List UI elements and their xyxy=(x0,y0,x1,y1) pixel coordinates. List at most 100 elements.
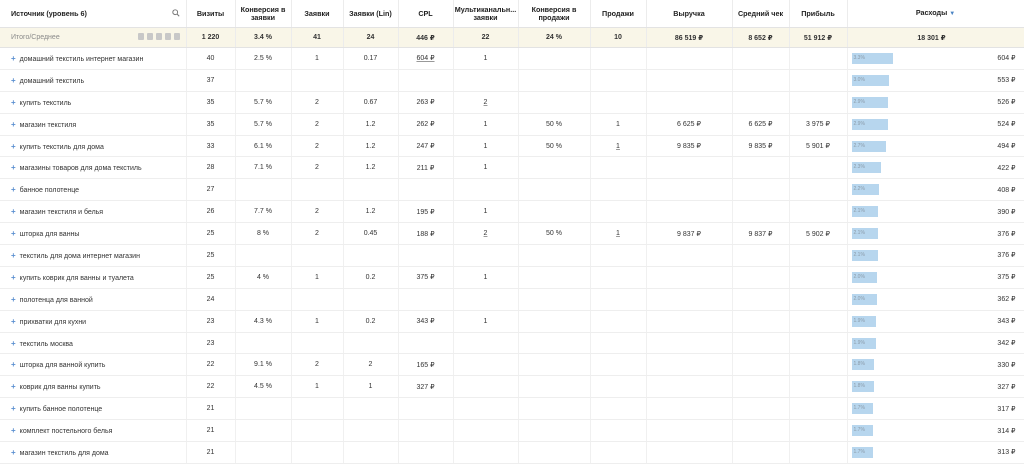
source-cell[interactable]: + купить текстиль xyxy=(0,91,187,114)
column-header-conv-req[interactable]: Конверсия в заявки xyxy=(235,0,292,28)
source-cell[interactable]: + купить банное полотенце xyxy=(0,397,187,421)
table-row[interactable]: + купить банное полотенце 21 1.7% 317 ₽ xyxy=(0,397,1024,421)
column-header-revenue[interactable]: Выручка xyxy=(646,0,733,28)
table-row[interactable]: + текстиль для дома интернет магазин 25 2.1… xyxy=(0,244,1024,267)
table-row[interactable]: + купить текстиль 35 5.7 % 2 0.67 263 ₽ 2 2.9% 52… xyxy=(0,91,1024,114)
source-name: полотенца для ванной xyxy=(19,296,93,304)
table-row[interactable]: + банное полотенце 27 2.2% 408 ₽ xyxy=(0,178,1024,202)
expand-plus-icon[interactable]: + xyxy=(11,229,16,239)
expand-plus-icon[interactable]: + xyxy=(11,426,16,436)
phone-icon[interactable] xyxy=(164,33,171,40)
columns-icon[interactable] xyxy=(173,33,180,40)
table-row[interactable]: + магазин текстиля 35 5.7 % 2 1.2 262 ₽ 1 50 % 1 6… xyxy=(0,113,1024,136)
column-header-profit[interactable]: Прибыль xyxy=(789,0,848,28)
source-cell[interactable]: + комплект постельного белья xyxy=(0,419,187,443)
spend-share-label: 2.0% xyxy=(853,273,865,280)
expand-plus-icon[interactable]: + xyxy=(11,338,16,348)
source-cell[interactable]: + текстиль москва xyxy=(0,332,187,355)
expand-plus-icon[interactable]: + xyxy=(11,316,16,326)
cell-requests xyxy=(291,441,344,464)
search-icon[interactable] xyxy=(171,9,180,17)
expand-plus-icon[interactable]: + xyxy=(11,294,16,304)
expand-plus-icon[interactable]: + xyxy=(11,447,16,457)
expand-plus-icon[interactable]: + xyxy=(11,250,16,260)
expand-plus-icon[interactable]: + xyxy=(11,185,16,195)
cell-sales xyxy=(590,419,647,443)
table-row[interactable]: + текстиль москва 23 1.9% 342 ₽ xyxy=(0,332,1024,355)
table-row[interactable]: + купить коврик для ванны и туалета 25 4 % 1… xyxy=(0,266,1024,289)
column-header-avg-check[interactable]: Средний чек xyxy=(732,0,790,28)
cell-conv-req: 7.1 % xyxy=(235,156,292,180)
source-cell[interactable]: + магазин текстиля и белья xyxy=(0,200,187,224)
cell-conv-sales xyxy=(518,332,591,355)
cell-conv-sales: 50 % xyxy=(518,222,591,246)
spend-share-bar xyxy=(851,184,879,196)
table-row[interactable]: + шторка для ванной купить 22 9.1 % 2 2 165 ₽1… xyxy=(0,353,1024,377)
table-row[interactable]: + купить текстиль для дома 33 6.1 % 2 1.2 247 … xyxy=(0,135,1024,158)
table-row[interactable]: + полотенца для ванной 24 2.0% 362 ₽ xyxy=(0,288,1024,311)
total-sales: 10 xyxy=(590,27,647,48)
source-cell[interactable]: + домашний текстиль xyxy=(0,69,187,92)
source-cell[interactable]: + магазины товаров для дома текстиль xyxy=(0,156,187,180)
expand-plus-icon[interactable]: + xyxy=(11,75,16,85)
column-header-sales[interactable]: Продажи xyxy=(590,0,647,28)
source-cell[interactable]: + шторка для ванны xyxy=(0,222,187,246)
spend-value: 524 ₽ xyxy=(997,121,1016,129)
cell-multichannel xyxy=(453,353,519,377)
table-row[interactable]: + домашний текстиль интернет магазин 40 2.5… xyxy=(0,47,1024,70)
cell-value: 5 901 ₽ xyxy=(806,143,830,150)
table-row[interactable]: + магазины товаров для дома текстиль 28 7.1… xyxy=(0,156,1024,180)
expand-plus-icon[interactable]: + xyxy=(11,207,16,217)
cell-cpl: 188 ₽ xyxy=(398,222,454,246)
spend-share-label: 3.0% xyxy=(853,76,865,83)
expand-plus-icon[interactable]: + xyxy=(11,404,16,414)
source-cell[interactable]: + магазин текстиля xyxy=(0,113,187,136)
table-row[interactable]: + домашний текстиль 37 3.0% 553 ₽ xyxy=(0,69,1024,92)
source-cell[interactable]: + полотенца для ванной xyxy=(0,288,187,311)
source-cell[interactable]: + купить коврик для ванны и туалета xyxy=(0,266,187,289)
source-cell[interactable]: + домашний текстиль интернет магазин xyxy=(0,47,187,70)
sort-icon[interactable] xyxy=(137,33,144,40)
list-icon[interactable] xyxy=(155,33,162,40)
cell-conv-req xyxy=(235,288,292,311)
source-cell[interactable]: + коврик для ванны купить xyxy=(0,375,187,399)
cell-revenue xyxy=(646,91,733,114)
cell-requests-lin: 0.17 xyxy=(343,47,399,70)
cell-value: 1 xyxy=(483,164,488,172)
table-row[interactable]: + шторка для ванны 25 8 % 2 0.45 188 ₽ 2 50 % 1 9 … xyxy=(0,222,1024,246)
column-header-requests[interactable]: Заявки xyxy=(291,0,344,28)
grid-icon[interactable] xyxy=(146,33,153,40)
column-header-requests-lin[interactable]: Заявки (Lin) xyxy=(343,0,399,28)
column-header-source[interactable]: Источник (уровень 6) xyxy=(0,0,187,28)
expand-plus-icon[interactable]: + xyxy=(11,163,16,173)
cell-conv-sales xyxy=(518,375,591,399)
column-header-cpl[interactable]: CPL xyxy=(398,0,454,28)
source-cell[interactable]: + прихватки для кухни xyxy=(0,310,187,333)
table-row[interactable]: + магазин текстиля и белья 26 7.7 % 2 1.2 195 … xyxy=(0,200,1024,224)
source-cell[interactable]: + шторка для ванной купить xyxy=(0,353,187,377)
column-header-spend[interactable]: Расходы ▼ xyxy=(847,0,1024,28)
table-row[interactable]: + комплект постельного белья 21 1.7% 314 ₽ xyxy=(0,419,1024,443)
table-row[interactable]: + коврик для ванны купить 22 4.5 % 1 1 327 ₽1.… xyxy=(0,375,1024,399)
column-header-visits[interactable]: Визиты xyxy=(186,0,236,28)
expand-plus-icon[interactable]: + xyxy=(11,53,16,63)
table-row[interactable]: + прихватки для кухни 23 4.3 % 1 0.2 343 ₽ 1 1.9… xyxy=(0,310,1024,333)
expand-plus-icon[interactable]: + xyxy=(11,97,16,107)
expand-plus-icon[interactable]: + xyxy=(11,119,16,129)
expand-plus-icon[interactable]: + xyxy=(11,382,16,392)
expand-plus-icon[interactable]: + xyxy=(11,272,16,282)
spend-share-bar xyxy=(851,228,878,240)
column-header-conv-sales[interactable]: Конверсия в продажи xyxy=(518,0,591,28)
column-header-multichannel[interactable]: Мультиканальн... заявки xyxy=(453,0,519,28)
expand-plus-icon[interactable]: + xyxy=(11,141,16,151)
sort-desc-icon[interactable]: ▼ xyxy=(949,11,956,17)
table-row[interactable]: + магазин текстиль для дома 21 1.7% 313 ₽ xyxy=(0,441,1024,464)
cell-spend: 1.7% 314 ₽ xyxy=(847,419,1024,443)
cell-value: 22 xyxy=(206,361,215,369)
expand-plus-icon[interactable]: + xyxy=(11,360,16,370)
source-cell[interactable]: + купить текстиль для дома xyxy=(0,135,187,158)
source-cell[interactable]: + магазин текстиль для дома xyxy=(0,441,187,464)
source-cell[interactable]: + банное полотенце xyxy=(0,178,187,202)
cell-value: 40 xyxy=(206,54,215,62)
source-cell[interactable]: + текстиль для дома интернет магазин xyxy=(0,244,187,267)
